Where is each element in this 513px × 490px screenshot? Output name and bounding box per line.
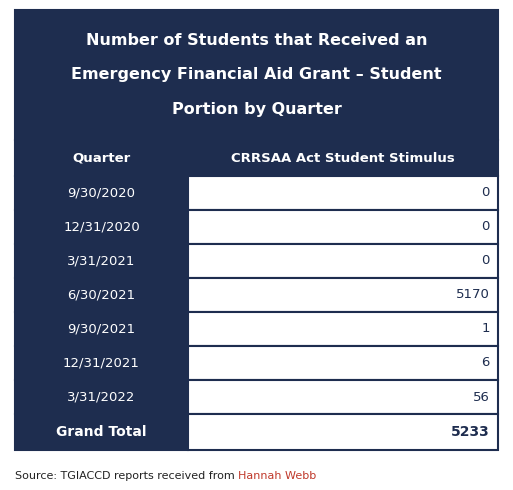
Text: Hannah Webb: Hannah Webb	[238, 471, 317, 481]
Text: 6/30/2021: 6/30/2021	[67, 289, 135, 301]
Text: 5233: 5233	[451, 425, 490, 439]
Text: 6: 6	[482, 357, 490, 369]
Text: 5170: 5170	[456, 289, 490, 301]
Bar	[188, 312, 498, 346]
Text: 9/30/2020: 9/30/2020	[68, 187, 135, 199]
Text: 0: 0	[482, 187, 490, 199]
Bar	[188, 210, 498, 244]
Bar	[188, 244, 498, 278]
Text: Quarter: Quarter	[72, 151, 131, 165]
Text: 3/31/2022: 3/31/2022	[67, 391, 135, 403]
Bar	[188, 140, 498, 176]
Text: Number of Students that Received an

Emergency Financial Aid Grant – Student

Po: Number of Students that Received an Emer…	[71, 33, 442, 117]
Bar	[15, 380, 188, 414]
Bar	[188, 278, 498, 312]
Bar	[188, 176, 498, 210]
Text: 0: 0	[482, 254, 490, 268]
Bar	[15, 346, 188, 380]
Bar	[188, 414, 498, 450]
Text: 9/30/2021: 9/30/2021	[67, 322, 135, 336]
Bar	[15, 312, 188, 346]
Bar	[15, 210, 188, 244]
Text: CRRSAA Act Student Stimulus: CRRSAA Act Student Stimulus	[231, 151, 455, 165]
Bar	[15, 414, 188, 450]
Text: 1: 1	[482, 322, 490, 336]
Text: 12/31/2020: 12/31/2020	[63, 220, 140, 234]
Bar	[188, 380, 498, 414]
Bar	[15, 176, 188, 210]
Text: Grand Total: Grand Total	[56, 425, 147, 439]
Bar	[15, 278, 188, 312]
Text: 12/31/2021: 12/31/2021	[63, 357, 140, 369]
Bar	[15, 10, 498, 140]
Text: 56: 56	[473, 391, 490, 403]
Text: 0: 0	[482, 220, 490, 234]
Text: 3/31/2021: 3/31/2021	[67, 254, 135, 268]
Bar	[188, 346, 498, 380]
Bar	[15, 244, 188, 278]
Text: Source: TGIACCD reports received from: Source: TGIACCD reports received from	[15, 471, 238, 481]
Bar	[15, 140, 188, 176]
